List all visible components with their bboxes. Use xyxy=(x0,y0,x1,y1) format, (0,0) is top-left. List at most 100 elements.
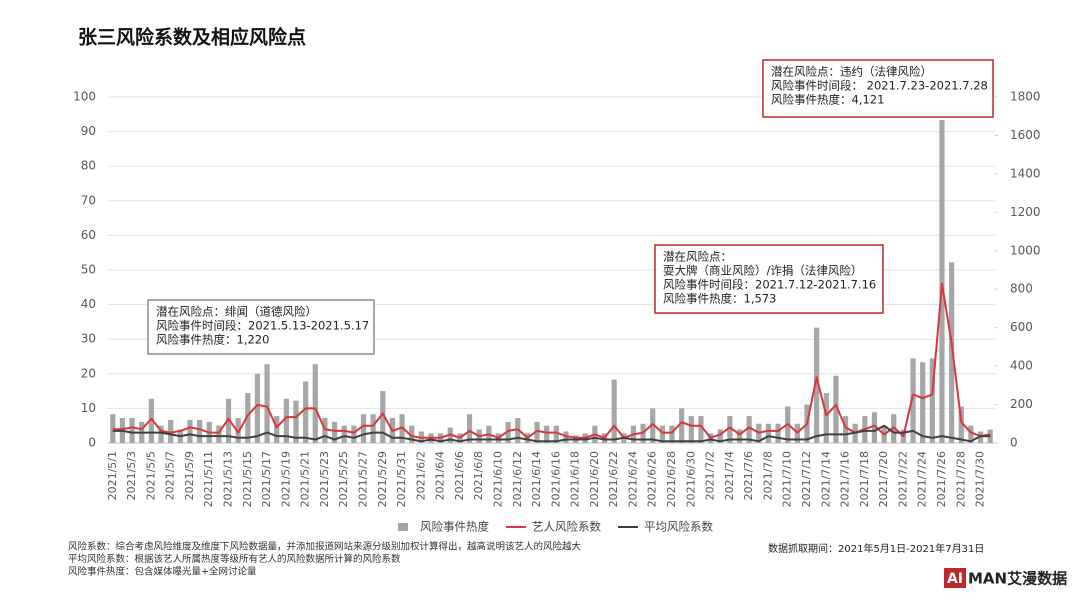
annotation-box xyxy=(654,244,884,314)
footnote: 风险事件热度：包含媒体曝光量+全网讨论量 xyxy=(68,566,257,578)
x-tick-label: 2021/6/6 xyxy=(453,451,466,500)
y-tick-label: 70 xyxy=(81,193,96,207)
legend-label: 风险事件热度 xyxy=(420,520,489,534)
annotation-box xyxy=(147,299,375,355)
x-tick-label: 2021/7/14 xyxy=(819,451,832,507)
bar xyxy=(929,358,935,443)
y-tick-label: 10 xyxy=(81,401,96,415)
x-tick-label: 2021/6/22 xyxy=(607,451,620,507)
bar xyxy=(312,364,318,443)
bar xyxy=(949,262,955,443)
x-tick-label: 2021/6/14 xyxy=(530,451,543,507)
x-tick-label: 2021/6/18 xyxy=(569,451,582,507)
y2-tick-label: 0 xyxy=(1010,436,1018,450)
legend-label: 艺人风险系数 xyxy=(532,520,601,534)
bar xyxy=(331,421,338,443)
bar xyxy=(746,416,752,443)
bar xyxy=(360,414,367,443)
y2-tick-label: 1600 xyxy=(1010,128,1041,142)
x-tick-label: 2021/5/19 xyxy=(279,451,292,507)
bar xyxy=(775,423,781,443)
x-tick-label: 2021/7/6 xyxy=(742,451,755,500)
x-tick-label: 2021/6/20 xyxy=(588,451,601,507)
logo-box xyxy=(944,568,966,588)
bar xyxy=(505,421,511,443)
bar xyxy=(958,406,964,443)
y2-tick-label: 800 xyxy=(1010,282,1033,296)
annotation-text: 风险事件时间段： 2021.7.23-2021.7.28 xyxy=(771,79,988,93)
chart-title: 张三风险系数及相应风险点 xyxy=(78,26,306,49)
bar xyxy=(814,327,820,443)
y2-tick-label: 400 xyxy=(1010,359,1033,373)
annotation-text: 风险事件时间段：2021.7.12-2021.7.16 xyxy=(663,278,876,292)
y2-tick-label: 1000 xyxy=(1010,243,1041,257)
x-tick-label: 2021/6/4 xyxy=(434,451,447,500)
y-tick-label: 20 xyxy=(81,366,96,380)
bar xyxy=(216,425,222,443)
y-tick-label: 60 xyxy=(81,228,96,242)
annotation-text: 风险事件热度：1,220 xyxy=(156,333,269,347)
bar xyxy=(158,425,164,443)
x-tick-label: 2021/7/22 xyxy=(896,451,909,507)
y2-tick-label: 1800 xyxy=(1010,90,1041,104)
line xyxy=(112,282,991,439)
x-tick-label: 2021/6/26 xyxy=(646,451,659,507)
x-tick-label: 2021/7/24 xyxy=(916,451,929,507)
logo-mark: AI xyxy=(947,571,963,587)
x-tick-label: 2021/7/4 xyxy=(723,451,736,500)
y2-tick-label: 1400 xyxy=(1010,166,1041,180)
annotation-text: 潜在风险点：违约（法律风险） xyxy=(771,65,932,79)
bar xyxy=(659,425,665,443)
y2-tick-label: 600 xyxy=(1010,320,1033,334)
annotation-text: 风险事件热度：4,121 xyxy=(771,93,884,107)
bar xyxy=(736,429,743,443)
x-tick-label: 2021/5/13 xyxy=(222,451,235,507)
x-tick-label: 2021/5/5 xyxy=(144,451,157,500)
annotation-text: 潜在风险点：绯闻（道德风险） xyxy=(156,305,317,319)
bar xyxy=(515,418,521,443)
bar xyxy=(977,431,984,443)
bar xyxy=(303,381,309,443)
bar xyxy=(669,425,675,443)
y-tick-label: 80 xyxy=(81,159,96,173)
bar xyxy=(322,418,328,443)
x-tick-label: 2021/5/3 xyxy=(125,451,138,500)
bar xyxy=(196,419,203,443)
bar xyxy=(380,391,386,443)
x-tick-label: 2021/5/27 xyxy=(356,451,369,507)
x-tick-label: 2021/5/1 xyxy=(106,451,119,500)
bar xyxy=(148,398,154,443)
x-tick-label: 2021/5/25 xyxy=(337,451,350,507)
bar xyxy=(688,416,694,443)
bar xyxy=(370,414,376,443)
bar xyxy=(409,425,415,443)
x-tick-label: 2021/6/2 xyxy=(414,451,427,500)
bar xyxy=(264,364,270,443)
x-tick-label: 2021/6/12 xyxy=(511,451,524,507)
bar xyxy=(225,398,232,443)
x-tick-label: 2021/5/17 xyxy=(260,451,273,507)
bar xyxy=(727,416,733,443)
annotation-text: 耍大牌（商业风险）/诈捐（法律风险） xyxy=(663,264,862,278)
bar xyxy=(187,419,193,443)
x-tick-label: 2021/7/28 xyxy=(954,451,967,507)
legend-label: 平均风险系数 xyxy=(644,520,713,534)
x-tick-label: 2021/5/29 xyxy=(376,451,389,507)
x-tick-label: 2021/5/7 xyxy=(164,451,177,500)
bar xyxy=(274,416,280,443)
x-tick-label: 2021/5/31 xyxy=(395,451,408,507)
x-tick-label: 2021/5/21 xyxy=(299,451,312,507)
x-tick-label: 2021/7/8 xyxy=(761,451,774,500)
bar xyxy=(939,120,945,444)
y2-tick-label: 1200 xyxy=(1010,205,1041,219)
y2-tick-label: 200 xyxy=(1010,397,1033,411)
bar xyxy=(823,393,829,443)
bar xyxy=(910,358,916,443)
x-tick-label: 2021/7/16 xyxy=(839,451,852,507)
line xyxy=(112,424,991,443)
annotation-text: 风险事件热度：1,573 xyxy=(663,292,776,306)
x-tick-label: 2021/6/30 xyxy=(684,451,697,507)
legend-swatch xyxy=(398,523,408,531)
bar xyxy=(235,418,241,443)
